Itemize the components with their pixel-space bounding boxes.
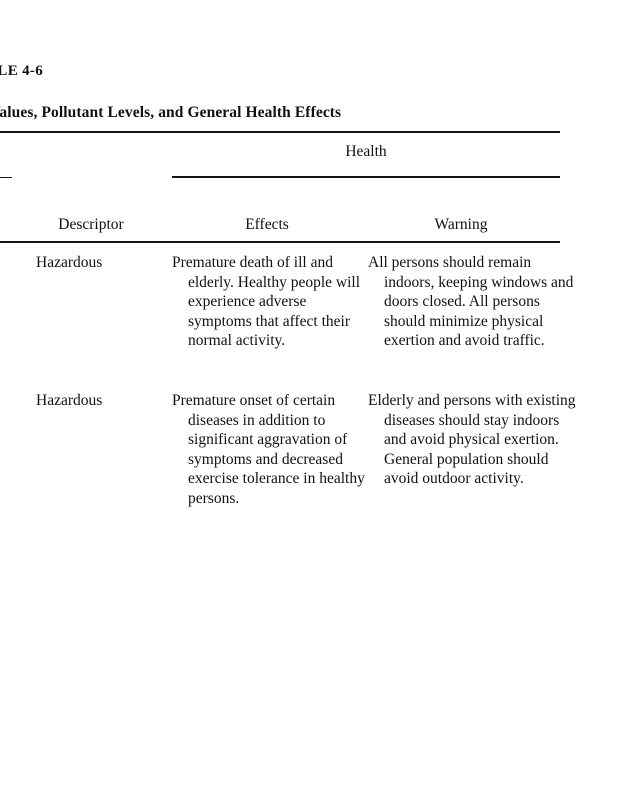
table-top-rule [0,131,560,134]
cell-warning: Elderly and persons with existing diseas… [368,392,576,488]
cell-effects: Premature death of ill and elderly. Heal… [172,254,361,350]
column-header-descriptor: Descriptor [58,216,124,233]
table-number-heading: ABLE 4-6 [0,63,43,79]
cell-level-line: e [0,273,34,293]
cell-level-line: d [0,253,34,273]
left-edge-rule-fragment [0,177,12,179]
column-group-header-health: Health [345,143,387,160]
cell-descriptor: Hazardous [36,254,103,271]
cell-descriptor: Hazardous [36,392,103,409]
cell-level-fragment: d e [0,253,34,292]
cell-level-fragment: 99 [0,391,34,411]
health-spanner-rule [172,176,560,178]
column-header-effects: Effects [245,216,289,233]
column-header-warning: Warning [434,216,488,233]
column-header-rule [0,241,560,243]
table-caption: 0 Values, Pollutant Levels, and General … [0,104,342,121]
cell-level-line: 99 [0,391,34,411]
cell-effects: Premature onset of certain diseases in a… [172,392,365,507]
cell-warning: All persons should remain indoors, keepi… [368,254,574,350]
